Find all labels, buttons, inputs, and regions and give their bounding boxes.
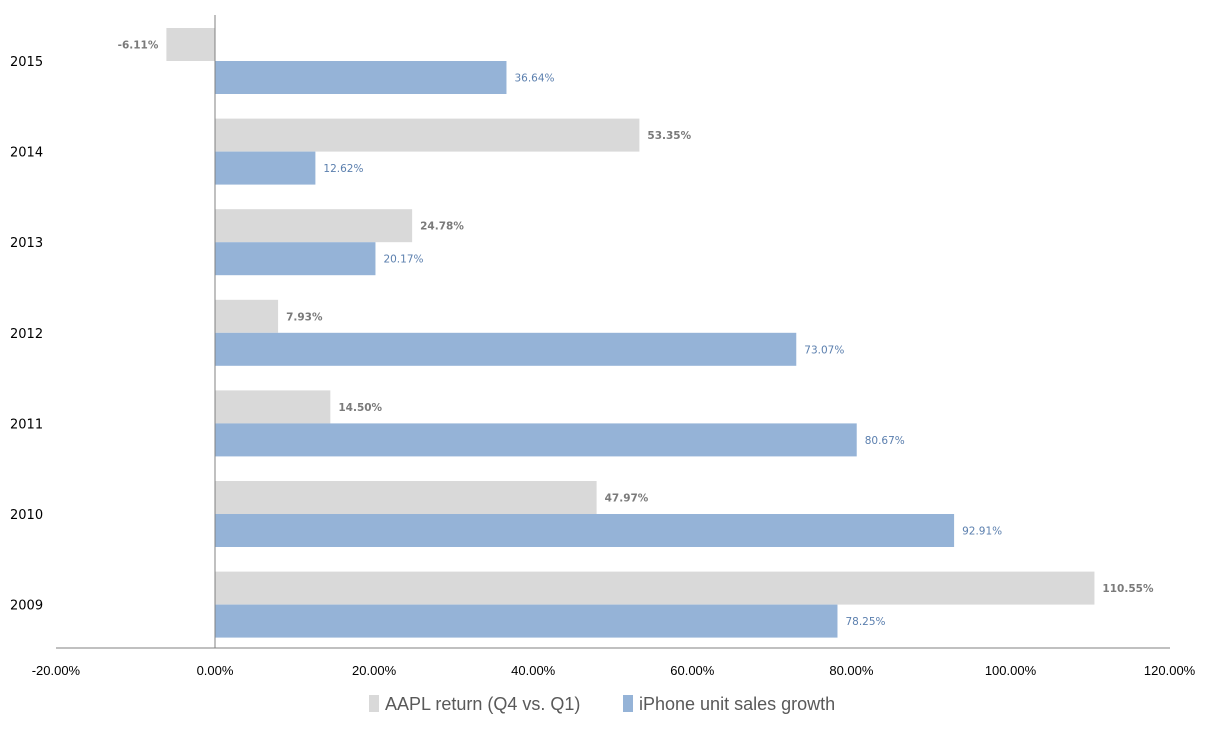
bar-iphone-growth-2015	[215, 61, 507, 94]
legend-swatch-aapl	[369, 695, 379, 712]
bar-aapl-return-2009	[215, 571, 1095, 605]
category-label-2013: 2013	[10, 236, 43, 251]
category-label-2009: 2009	[10, 599, 43, 614]
bar-iphone-growth-2011	[215, 423, 857, 457]
data-label-aapl-2010: 47.97%	[605, 493, 649, 505]
category-label-2011: 2011	[10, 417, 43, 432]
data-label-iphone-2010: 92.91%	[962, 526, 1002, 538]
x-tick-label: 0.00%	[197, 663, 234, 678]
category-label-2014: 2014	[10, 146, 43, 161]
data-label-iphone-2009: 78.25%	[845, 616, 885, 628]
x-tick-label: 60.00%	[670, 663, 715, 678]
bar-aapl-return-2011	[215, 390, 331, 424]
bar-iphone-growth-2014	[215, 151, 316, 185]
data-label-iphone-2013: 20.17%	[383, 254, 423, 266]
category-label-2012: 2012	[10, 327, 43, 342]
bar-aapl-return-2013	[215, 209, 413, 243]
data-label-iphone-2015: 36.64%	[514, 73, 554, 85]
category-label-2010: 2010	[10, 508, 43, 523]
bar-iphone-growth-2010	[215, 514, 955, 547]
x-tick-label: 120.00%	[1144, 663, 1196, 678]
data-label-iphone-2012: 73.07%	[804, 344, 844, 356]
legend-label-aapl: AAPL return (Q4 vs. Q1)	[385, 694, 580, 714]
bar-aapl-return-2012	[215, 299, 279, 333]
x-tick-label: 20.00%	[352, 663, 397, 678]
bar-aapl-return-2014	[215, 118, 640, 152]
data-label-iphone-2011: 80.67%	[865, 435, 905, 447]
x-tick-label: 40.00%	[511, 663, 556, 678]
bar-aapl-return-2010	[215, 481, 597, 514]
bar-iphone-growth-2013	[215, 242, 376, 276]
bar-aapl-return-2015	[166, 28, 215, 61]
data-label-aapl-2015: -6.11%	[118, 40, 159, 52]
bar-iphone-growth-2012	[215, 332, 797, 366]
data-label-aapl-2014: 53.35%	[647, 130, 691, 142]
legend-swatch-iphone	[623, 695, 633, 712]
data-label-aapl-2009: 110.55%	[1102, 583, 1154, 595]
x-tick-label: 100.00%	[985, 663, 1037, 678]
data-label-aapl-2013: 24.78%	[420, 221, 464, 233]
bar-iphone-growth-2009	[215, 604, 838, 638]
data-label-aapl-2011: 14.50%	[338, 402, 382, 414]
legend-label-iphone: iPhone unit sales growth	[639, 694, 835, 714]
data-label-aapl-2012: 7.93%	[286, 311, 323, 323]
category-label-2015: 2015	[10, 55, 43, 70]
x-tick-label: -20.00%	[32, 663, 81, 678]
data-label-iphone-2014: 12.62%	[323, 163, 363, 175]
x-tick-label: 80.00%	[829, 663, 874, 678]
legend: AAPL return (Q4 vs. Q1) iPhone unit sale…	[369, 694, 835, 714]
